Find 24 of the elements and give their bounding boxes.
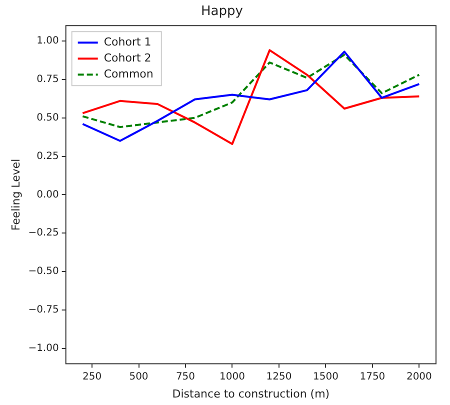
legend-label: Cohort 1 [104, 35, 152, 48]
x-tick-label: 1500 [312, 371, 338, 382]
x-tick-label: 1750 [360, 371, 386, 382]
y-tick-label: 0.00 [36, 189, 59, 200]
y-tick-label: −0.25 [28, 228, 59, 239]
y-tick-label: 0.50 [36, 112, 59, 124]
chart-title: Happy [201, 4, 244, 20]
x-axis-title: Distance to construction (m) [172, 387, 330, 400]
x-tick-label: 750 [176, 371, 196, 382]
y-tick-label: 1.00 [36, 36, 59, 47]
y-tick-label: −0.50 [28, 266, 59, 278]
x-tick-label: 1250 [266, 371, 292, 382]
x-tick-label: 1000 [220, 371, 245, 382]
y-axis-title: Feeling Level [9, 158, 22, 231]
y-tick-label: 0.25 [36, 150, 59, 162]
x-tick-label: 2000 [406, 371, 432, 382]
y-tick-label: 0.75 [36, 74, 59, 85]
x-tick-label: 250 [82, 371, 102, 382]
y-tick-label: −0.75 [28, 304, 59, 316]
line-series [82, 54, 420, 128]
y-tick-label: −1.00 [28, 343, 59, 354]
legend-label: Common [104, 67, 154, 80]
x-tick-label: 500 [129, 371, 148, 382]
legend-label: Cohort 2 [104, 51, 152, 64]
